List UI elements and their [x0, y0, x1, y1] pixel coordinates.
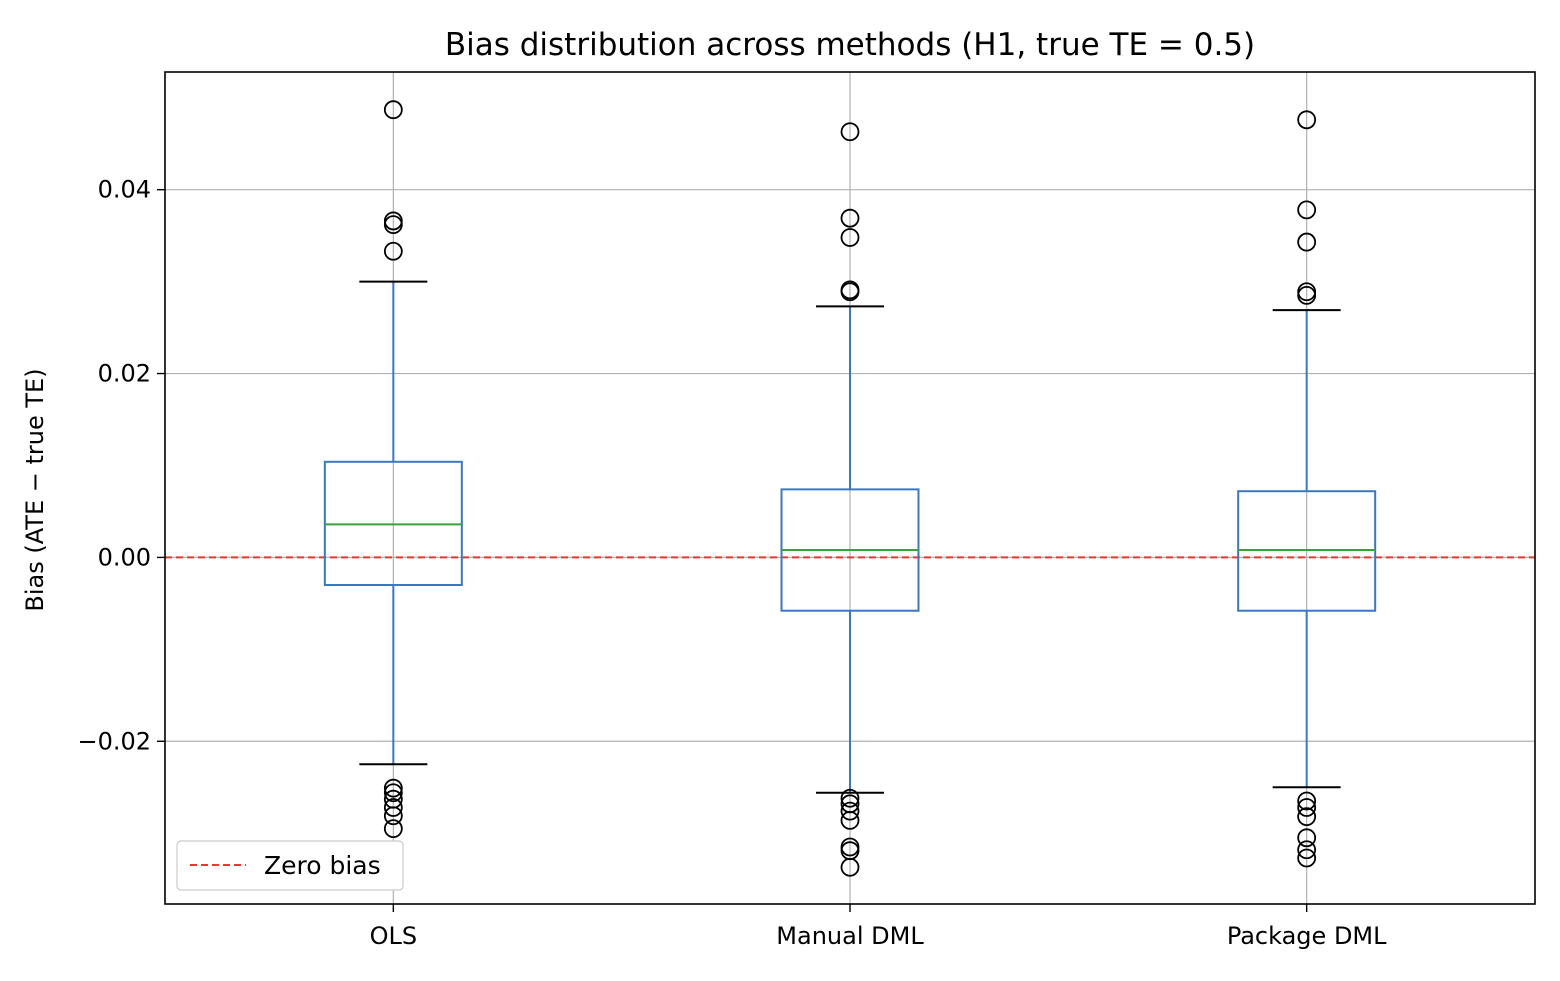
y-tick-label: 0.04 [98, 176, 151, 204]
outlier-point [383, 783, 403, 803]
chart-title: Bias distribution across methods (H1, tr… [445, 27, 1255, 63]
outlier-point [1297, 807, 1317, 827]
legend-label-zero-bias: Zero bias [264, 851, 381, 880]
x-tick-label: OLS [370, 922, 418, 950]
outlier-point [840, 208, 860, 228]
outlier-point [383, 241, 403, 261]
outlier-point [840, 788, 860, 808]
outlier-point [1297, 232, 1317, 252]
outlier-point [1297, 798, 1317, 817]
y-tick-label: 0.00 [98, 543, 151, 571]
outlier-point [383, 778, 403, 798]
outlier-point [840, 228, 860, 247]
box-group-manual-dml [780, 122, 920, 877]
outlier-point [383, 798, 403, 817]
axis-ticks: −0.02 0.00 0.02 0.04 OLS Manual DML Package DM… [77, 176, 1387, 950]
y-axis-label: Bias (ATE − true TE) [21, 368, 49, 611]
legend-box [176, 840, 404, 891]
outlier-point [840, 810, 860, 830]
boxes-layer [323, 100, 1377, 877]
outlier-point [1297, 200, 1317, 220]
y-tick-label: 0.02 [98, 360, 151, 388]
outlier-point [1297, 285, 1317, 305]
outlier-point [383, 806, 403, 826]
outlier-point [1297, 828, 1317, 848]
outlier-point [1297, 110, 1317, 130]
outlier-point [383, 819, 403, 839]
outlier-point [1297, 848, 1317, 868]
outlier-point [383, 215, 403, 235]
outlier-point [383, 100, 403, 120]
box-group-package-dml [1237, 110, 1377, 868]
x-tick-label: Manual DML [776, 922, 924, 950]
outlier-point [840, 282, 860, 302]
outlier-point [1297, 840, 1317, 860]
y-tick-label: −0.02 [77, 727, 151, 755]
outlier-point [840, 857, 860, 877]
outlier-point [840, 122, 860, 142]
box-group-ols [323, 100, 463, 839]
outlier-point [840, 801, 860, 821]
x-tick-label: Package DML [1227, 922, 1387, 950]
legend: Zero bias [176, 840, 404, 891]
outlier-point [1297, 791, 1317, 811]
